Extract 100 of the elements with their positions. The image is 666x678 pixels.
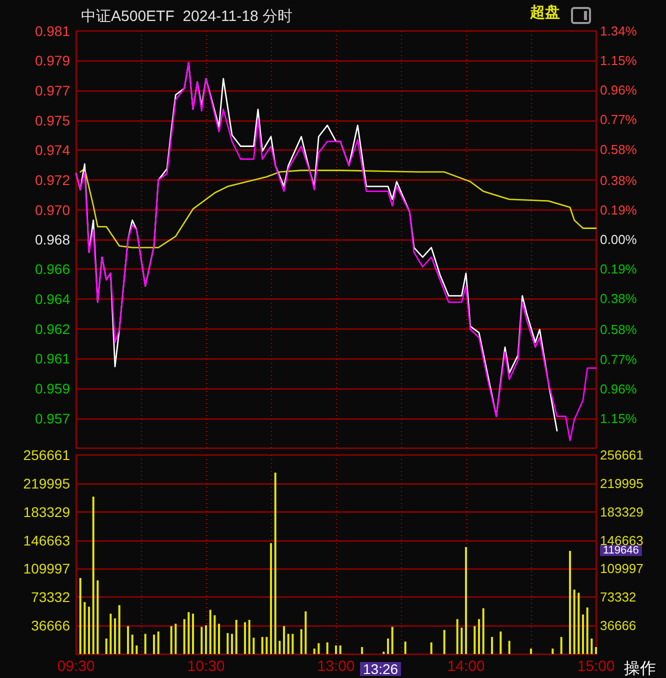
text: 操作 <box>624 660 656 678</box>
y-tick-label: 0.974 <box>34 142 70 158</box>
y-tick-label: 36666 <box>31 618 70 634</box>
y2-tick-label: 0.58% <box>600 322 638 338</box>
y2-tick-label: 0.77% <box>600 352 638 367</box>
bar <box>278 640 281 654</box>
bar <box>144 634 146 654</box>
y-tick-label: 219995 <box>23 475 70 492</box>
y-tick-label: 0.962 <box>34 320 70 337</box>
bar <box>88 606 90 654</box>
bar <box>430 642 432 654</box>
bar <box>270 543 272 654</box>
bar <box>170 626 172 654</box>
y2-tick-label: 0.38% <box>600 291 638 306</box>
y2-tick-label: 0.19% <box>600 202 638 218</box>
bar <box>92 496 94 654</box>
text: 超盘 <box>529 4 560 21</box>
x-tick-label: 09:30 <box>57 658 95 675</box>
text: 13:26 <box>363 661 398 677</box>
bar <box>105 638 108 654</box>
bar <box>274 472 276 654</box>
y-tick-label: 256661 <box>23 447 70 463</box>
bar <box>84 602 86 654</box>
x-tick-label: 13:00 <box>317 658 355 675</box>
bar <box>387 638 389 654</box>
bar <box>590 638 593 654</box>
bar <box>261 636 264 654</box>
bar <box>339 645 342 654</box>
bar <box>460 628 463 654</box>
bar <box>313 648 316 654</box>
bar <box>300 629 302 654</box>
y-tick-label: 0.981 <box>34 23 70 39</box>
y-tick-label: 0.972 <box>34 172 70 188</box>
bar <box>560 636 562 654</box>
y-tick-label: 0.959 <box>34 380 70 396</box>
x-tick-label: 10:30 <box>187 658 225 675</box>
bar <box>205 625 207 654</box>
bar <box>465 547 467 654</box>
y-tick-label: 0.964 <box>34 291 70 308</box>
bar <box>96 580 99 654</box>
bar <box>500 632 502 654</box>
bar <box>586 607 588 654</box>
bar <box>110 614 112 654</box>
y2-tick-label: 1.34% <box>600 24 638 38</box>
y-tick-label: 0.961 <box>34 350 70 367</box>
bar <box>287 634 290 654</box>
y-tick-label: 109997 <box>23 560 70 577</box>
y2-tick-label: 0.19% <box>600 262 638 277</box>
y2-tick-label: 219995 <box>600 476 644 491</box>
y-tick-label: 146663 <box>23 532 70 548</box>
y-tick-label: 73332 <box>31 589 70 606</box>
bar <box>200 626 203 654</box>
bar <box>569 550 571 654</box>
bar <box>595 647 597 654</box>
y2-tick-label: 0.00% <box>600 232 638 247</box>
bar <box>404 642 406 654</box>
y2-tick-label: 109997 <box>600 561 644 576</box>
y-tick-label: 183329 <box>23 504 70 520</box>
y-tick-label: 0.977 <box>34 82 70 98</box>
y2-tick-label: 0.38% <box>600 172 638 188</box>
bar <box>226 633 229 654</box>
y-tick-label: 0.957 <box>34 410 70 426</box>
bar <box>361 647 363 654</box>
bar <box>443 630 446 654</box>
y2-tick-label: 1.15% <box>600 410 638 426</box>
y2-tick-label: 1.15% <box>600 53 638 68</box>
bar <box>188 612 190 654</box>
bar <box>244 622 246 654</box>
bar <box>118 605 120 654</box>
bar <box>266 636 268 654</box>
y2-tick-label: 256661 <box>600 448 644 462</box>
y2-tick-label: 36666 <box>600 618 636 634</box>
bar <box>304 611 307 654</box>
bar <box>335 645 337 654</box>
bar <box>283 626 285 654</box>
bar <box>183 619 186 654</box>
bar <box>136 645 138 654</box>
y2-tick-label: 0.77% <box>600 112 638 128</box>
y2-tick-label: 0.96% <box>600 82 638 98</box>
bar <box>474 626 476 654</box>
y2-tick-label: 183329 <box>600 504 644 520</box>
bar <box>218 624 220 654</box>
bar <box>235 620 238 654</box>
y2-tick-label: 0.58% <box>600 142 638 157</box>
bar <box>174 624 177 654</box>
bar <box>131 634 134 654</box>
bar <box>552 648 554 654</box>
bar <box>192 614 194 654</box>
bar <box>478 619 480 654</box>
chart-title: 中证A500ETF 2024-11-18 分时 <box>81 8 292 25</box>
bar <box>114 618 116 654</box>
bar <box>391 626 394 654</box>
bar <box>326 642 328 654</box>
y-tick-label: 0.970 <box>34 202 70 218</box>
bar <box>248 620 250 654</box>
bar <box>231 634 233 654</box>
bar <box>491 636 493 654</box>
y-tick-label: 0.966 <box>34 261 70 278</box>
x-tick-label: 15:00 <box>577 658 615 675</box>
bar <box>582 614 584 654</box>
